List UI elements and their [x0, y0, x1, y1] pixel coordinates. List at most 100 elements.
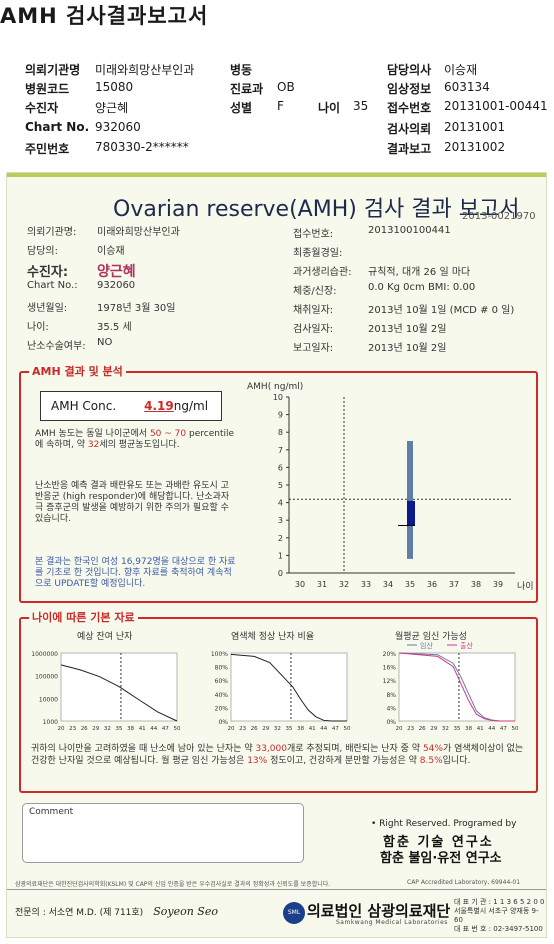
- header-field-label: 임상정보: [387, 82, 432, 96]
- mini-x-tick-label: 23: [69, 726, 76, 732]
- mini-x-tick-label: 20: [58, 726, 65, 732]
- patient-field-label: 검사일자:: [293, 324, 334, 335]
- comment-box: Comment: [22, 803, 304, 863]
- header-field-label: 나이: [318, 101, 341, 115]
- document-number: 2013-0021970: [462, 211, 536, 222]
- mini-y-tick-label: 8%: [386, 692, 396, 699]
- mini-x-tick-label: 41: [139, 726, 146, 732]
- card-top-stripe: [7, 173, 546, 177]
- lab-address: 대 표 기 관 : 1 1 3 6 5 2 0 0 서울특별시 서초구 양재동 9…: [454, 898, 545, 933]
- mini-chart-1-title: 예상 잔여 난자: [77, 632, 133, 642]
- mini-x-tick-label: 41: [477, 726, 484, 732]
- header-field-value: 780330-2******: [95, 140, 189, 154]
- mini-x-tick-label: 29: [262, 726, 269, 732]
- mini-x-tick-label: 26: [251, 726, 258, 732]
- mini-y-tick-label: 20%: [383, 651, 397, 658]
- footer-divider: [7, 889, 546, 890]
- y-tick-label: 1: [278, 551, 283, 560]
- amh-value-box: AMH Conc. 4.19ng/ml: [40, 391, 222, 421]
- y-tick-label: 7: [278, 446, 283, 455]
- header-field-label: 성별: [230, 101, 253, 115]
- header-field-value: 20131001: [444, 120, 506, 134]
- mini-series-line: [230, 653, 347, 722]
- mini-x-tick-label: 32: [442, 726, 449, 732]
- x-tick-label: 30: [295, 580, 305, 589]
- mini-plot-area: [230, 652, 348, 722]
- mini-chart-chromosome: 0% 20% 40% 60% 80% 100% 20 23 26 29 32 35 38 41 44 47 50: [211, 651, 351, 732]
- mini-chart-3-title: 월평균 임신 가능성: [395, 632, 467, 642]
- x-tick-label: 36: [427, 580, 437, 589]
- patient-field-label: 난소수술여부:: [27, 341, 86, 352]
- patient-field-label: 채취일자:: [293, 305, 334, 316]
- amh-label: AMH Conc.: [51, 399, 117, 413]
- lab-name-2: 함춘 불임·유전 연구소: [380, 851, 502, 866]
- legend-label: 임산: [420, 641, 433, 650]
- patient-field-value: 932060: [97, 280, 136, 291]
- x-tick-label: 32: [339, 580, 349, 589]
- mini-x-tick-label: 32: [274, 726, 281, 732]
- mini-x-tick-label: 50: [174, 726, 181, 732]
- header-field-value: 양근혜: [95, 101, 129, 115]
- header-field-value: 15080: [95, 80, 134, 94]
- amh-result-section: [19, 371, 538, 603]
- mini-x-tick-label: 29: [92, 726, 99, 732]
- patient-field-value: 35.5 세: [97, 322, 132, 333]
- mini-chart-eggs: 1000 10000 100000 1000000 20 23 26 29 32 35 38 41 44…: [31, 651, 181, 732]
- patient-field-value: NO: [97, 337, 113, 348]
- mini-x-tick-label: 44: [320, 726, 327, 732]
- mini-y-tick-label: 10000: [39, 696, 58, 703]
- patient-field-value: 2013년 10월 2일: [368, 343, 447, 354]
- age-range-bar: [407, 441, 413, 559]
- certification-note: 삼광의료재단은 대한진단검사의학회(KSLM) 및 CAP의 신임 인증을 받은…: [15, 881, 331, 888]
- y-tick-label: 0: [278, 569, 283, 578]
- mini-x-tick-label: 35: [286, 726, 293, 732]
- signature-block: 전문의 : 서소연 M.D. (제 711호) Soyeon Seo: [15, 905, 218, 918]
- header-field-label: 주민번호: [25, 142, 70, 156]
- mini-x-tick-label: 50: [512, 726, 519, 732]
- pregnancy-rate: 13%: [247, 756, 268, 766]
- patient-field-value: 0.0 Kg 0cm BMI: 0.00: [368, 282, 476, 293]
- mini-x-tick-label: 47: [162, 726, 169, 732]
- x-tick-label: 31: [317, 580, 327, 589]
- cap-accreditation: CAP Accredited Laboratory, 69944-01: [407, 879, 521, 886]
- y-tick-label: 2: [278, 534, 283, 543]
- y-tick-label: 6: [278, 463, 283, 472]
- mini-x-tick-label: 26: [81, 726, 88, 732]
- patient-name-label: 수진자:: [27, 265, 69, 280]
- header-field-value: 603134: [444, 80, 490, 94]
- mini-y-tick-label: 12%: [383, 678, 397, 685]
- mini-x-tick-label: 29: [430, 726, 437, 732]
- mini-chart-pregnancy: 0% 4% 8% 12% 16% 20% 20 23 26 29 32 35 38 41 44 47 50 임산 출…: [383, 641, 519, 732]
- mini-y-tick-label: 100000: [35, 674, 58, 681]
- lab-name-1: 함춘 기술 연구소: [383, 835, 494, 850]
- header-field-value: 미래와희망산부인과: [95, 63, 195, 77]
- data-source-note: 본 결과는 한국인 여성 16,972명을 대상으로 한 자료를 기초로 한 것…: [35, 557, 236, 589]
- patient-field-label: 생년월일:: [27, 303, 68, 314]
- header-field-label: 병동: [230, 63, 253, 77]
- equivalent-age: 32: [87, 440, 100, 450]
- report-title: AMH 검사결과보고서: [0, 4, 209, 28]
- header-field-label: Chart No.: [25, 120, 90, 134]
- response-prediction-text: 난소반응 예측 결과 배란유도 또는 과배란 유도시 고반응군 (high re…: [35, 481, 230, 524]
- header-field-label: 담당의사: [387, 63, 432, 77]
- header-field-label: 결과보고: [387, 142, 432, 156]
- y-tick-label: 3: [278, 516, 283, 525]
- mini-y-tick-label: 100%: [211, 651, 228, 658]
- lab-logo-icon: SML: [283, 902, 305, 924]
- comment-label: Comment: [29, 807, 74, 817]
- age-iqr-box: [407, 500, 415, 526]
- header-field-value: 이승재: [444, 63, 478, 77]
- lab-logo-name: 의료법인 삼광의료재단: [307, 902, 451, 920]
- mini-y-tick-label: 4%: [386, 705, 396, 712]
- chart-ylabel: AMH( ng/ml): [247, 382, 303, 392]
- delivery-rate: 8.5%: [419, 756, 443, 766]
- mini-plot-area: [398, 652, 516, 722]
- patient-field-value: 2013100100441: [368, 225, 451, 236]
- mini-x-tick-label: 20: [228, 726, 235, 732]
- header-field-label: 접수번호: [387, 101, 432, 115]
- patient-field-value: 2013년 10월 2일: [368, 324, 447, 335]
- legend-label: 출산: [460, 641, 473, 650]
- x-tick-label: 33: [361, 580, 371, 589]
- patient-field-label: 의뢰기관명:: [27, 227, 77, 238]
